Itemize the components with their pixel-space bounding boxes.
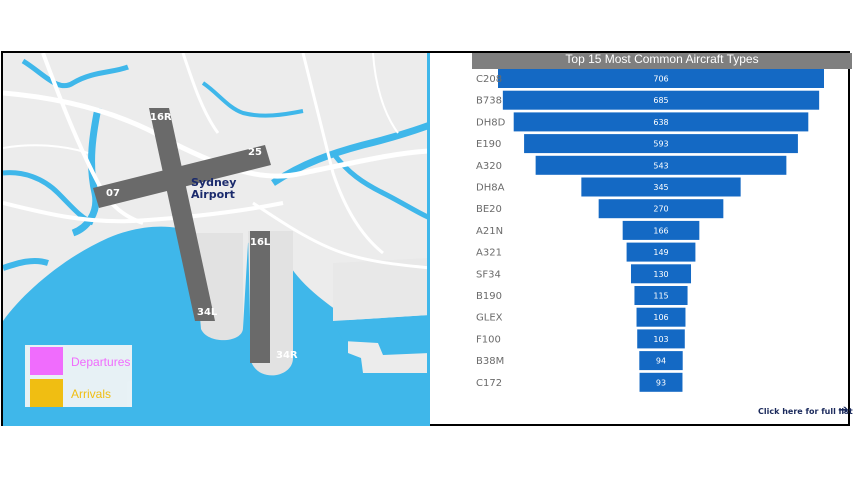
river-east <box>271 122 427 186</box>
category-label: BE20 <box>476 204 502 215</box>
road-network <box>3 53 427 270</box>
category-label: B738 <box>476 96 502 107</box>
funnel-bar[interactable] <box>626 242 696 262</box>
category-label: DH8A <box>476 183 505 194</box>
river-channel-north <box>21 58 129 89</box>
funnel-bar[interactable] <box>622 220 700 240</box>
runway-label-34l: 34L <box>197 307 218 318</box>
funnel-bar[interactable] <box>598 199 724 219</box>
funnel-bar[interactable] <box>524 134 798 154</box>
harbour-water-east <box>333 315 427 355</box>
bar-value-label: 103 <box>653 335 668 344</box>
funnel-chart: C208 706 B738 685 DH8D 638 E190 593 A320 543 DH8A 3… <box>476 69 824 392</box>
full-list-link[interactable]: Click here for full list <box>758 407 853 416</box>
arrivals-label: Arrivals <box>71 387 112 401</box>
bar-value-label: 106 <box>653 313 668 322</box>
map-legend: Departures Arrivals <box>25 345 132 407</box>
category-label: B190 <box>476 291 502 302</box>
bar-value-label: 270 <box>653 205 668 214</box>
bar-value-label: 685 <box>653 96 668 105</box>
bar-value-label: 543 <box>653 161 668 170</box>
arrow-right-icon[interactable]: ➔ <box>838 403 849 418</box>
runway-label-07: 07 <box>106 188 120 199</box>
category-label: DH8D <box>476 117 506 128</box>
category-label: F100 <box>476 334 501 345</box>
category-label: A321 <box>476 248 502 259</box>
funnel-bar[interactable] <box>535 155 787 175</box>
funnel-bar[interactable] <box>639 372 683 392</box>
legend-item-arrivals[interactable]: Arrivals <box>30 379 130 409</box>
airport-name-line1: Sydney <box>191 176 236 189</box>
runway-label-16r: 16R <box>150 112 172 123</box>
bar-value-label: 115 <box>653 292 668 301</box>
funnel-bar[interactable] <box>636 307 686 327</box>
category-label: A320 <box>476 161 502 172</box>
departures-label: Departures <box>71 355 131 369</box>
bar-value-label: 94 <box>656 357 666 366</box>
runway-16L-34R <box>250 231 270 363</box>
funnel-bar[interactable] <box>498 69 824 88</box>
legend-item-departures[interactable]: Departures <box>30 347 130 377</box>
airport-map[interactable]: 16R 34L 07 25 16L 34R Sydney Airport Dep… <box>3 53 430 426</box>
funnel-bar[interactable] <box>637 329 685 349</box>
category-label: B38M <box>476 356 504 367</box>
runway-07-25 <box>93 145 271 208</box>
runway-label-34r: 34R <box>276 350 298 361</box>
bar-value-label: 93 <box>656 378 666 387</box>
funnel-bar[interactable] <box>502 90 820 110</box>
runway-16R-34L <box>149 108 215 321</box>
bar-value-label: 593 <box>653 140 668 149</box>
aircraft-types-chart: C208 706 B738 685 DH8D 638 E190 593 A320 543 DH8A 3… <box>432 53 853 424</box>
bar-value-label: 130 <box>653 270 668 279</box>
funnel-bar[interactable] <box>513 112 809 132</box>
canal-south <box>3 257 49 271</box>
bar-value-label: 706 <box>653 75 668 84</box>
bar-value-label: 638 <box>653 118 668 127</box>
bar-value-label: 149 <box>653 248 668 257</box>
airport-name-line2: Airport <box>191 188 235 201</box>
creek-north <box>201 81 304 118</box>
category-label: E190 <box>476 139 501 150</box>
funnel-bar[interactable] <box>634 286 688 305</box>
port-land <box>333 258 427 321</box>
runway-label-16l: 16L <box>250 237 271 248</box>
chart-title: Top 15 Most Common Aircraft Types <box>472 53 852 69</box>
funnel-bar[interactable] <box>581 177 741 197</box>
category-label: SF34 <box>476 269 501 280</box>
category-label: C172 <box>476 378 502 389</box>
category-label: GLEX <box>476 313 503 324</box>
funnel-bar[interactable] <box>630 264 692 284</box>
runway-label-25: 25 <box>248 147 262 158</box>
category-label: C208 <box>476 74 502 85</box>
river-east-branch <box>331 151 427 220</box>
bar-value-label: 345 <box>653 183 668 192</box>
departures-swatch <box>30 347 63 375</box>
bar-value-label: 166 <box>653 226 668 235</box>
category-label: A21N <box>476 226 503 237</box>
funnel-bar[interactable] <box>639 351 683 371</box>
arrivals-swatch <box>30 379 63 407</box>
